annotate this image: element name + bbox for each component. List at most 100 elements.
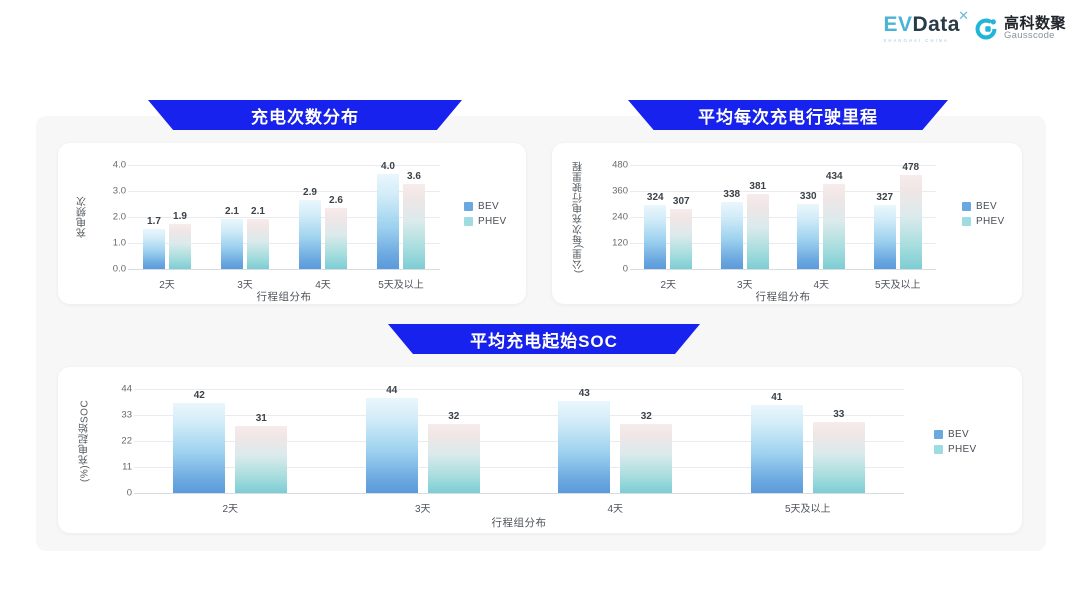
y-axis-tick: 3.0	[112, 185, 126, 197]
bar-phev	[899, 174, 922, 269]
x-axis-label: 行程组分布	[755, 291, 811, 303]
y-axis-tick: 33	[121, 409, 132, 421]
legend-label: BEV	[478, 201, 499, 212]
x-axis-tick: 4天	[607, 504, 624, 515]
gausscode-cn-name: 高科数聚	[1003, 14, 1066, 32]
legend-label: PHEV	[478, 216, 507, 227]
chart-card-avg-mileage: 每次充电行驶里程 (公里) 0 120 240 360 480 324 307 2天 338 381 3…	[552, 143, 1022, 304]
legend-label: BEV	[976, 201, 997, 212]
y-axis-label: 充电起始SOC (%)	[72, 389, 98, 493]
y-axis-label-unit: (%)	[79, 465, 91, 483]
legend-item-phev[interactable]: PHEV	[934, 444, 976, 455]
chart-legend: BEV PHEV	[962, 201, 1004, 227]
legend-item-phev[interactable]: PHEV	[962, 216, 1004, 227]
bar-value-label: 43	[578, 387, 590, 399]
chart-legend: BEV PHEV	[934, 429, 976, 455]
evdata-subtitle: SHANGHAI CHINA	[883, 38, 949, 43]
bar-bev	[221, 219, 243, 269]
bar-value-label: 4.0	[381, 161, 395, 173]
y-axis-tick: 11	[122, 461, 132, 473]
bar-phev	[812, 422, 865, 493]
bar-phev	[247, 219, 269, 269]
bar-value-label: 31	[255, 413, 267, 425]
y-axis-tick: 0.0	[112, 263, 126, 275]
legend-item-bev[interactable]: BEV	[464, 201, 506, 212]
bar-value-label: 307	[672, 195, 690, 207]
gridline	[630, 165, 936, 166]
bar-bev	[644, 205, 667, 269]
bar-value-label: 44	[386, 385, 398, 397]
evdata-data-text: Data	[912, 13, 960, 36]
y-axis-tick: 120	[612, 237, 628, 249]
bar-bev	[143, 228, 165, 269]
bar-phev	[403, 183, 425, 269]
bar-bev	[750, 404, 803, 493]
chart-avg-mileage: 每次充电行驶里程 (公里) 0 120 240 360 480 324 307 2天 338 381 3…	[552, 143, 1022, 304]
bar-value-label: 41	[771, 391, 783, 403]
legend-label: BEV	[948, 429, 969, 440]
chart-title-banner-1: 充电次数分布	[148, 100, 462, 130]
legend-item-bev[interactable]: BEV	[962, 201, 1004, 212]
x-axis-label: 行程组分布	[491, 517, 547, 529]
bar-phev	[620, 424, 673, 493]
bar-value-label: 330	[799, 191, 817, 202]
bar-value-label: 2.1	[225, 206, 239, 218]
y-axis-tick: 1.0	[112, 237, 126, 249]
chart-title-banner-2: 平均每次充电行驶里程	[628, 100, 948, 130]
bar-value-label: 338	[723, 189, 741, 201]
bar-bev	[720, 202, 743, 269]
legend-label: PHEV	[976, 216, 1005, 227]
y-axis-tick: 0	[622, 263, 628, 275]
y-axis-label-unit: (公里)	[573, 244, 585, 274]
bar-value-label: 2.9	[303, 187, 317, 199]
chart-legend: BEV PHEV	[464, 201, 506, 227]
evdata-logo: EVData SHANGHAI CHINA ✕	[883, 8, 969, 43]
bar-value-label: 324	[646, 192, 664, 204]
y-axis-tick: 22	[121, 435, 132, 447]
bar-value-label: 33	[833, 409, 845, 421]
y-axis-tick: 4.0	[112, 159, 126, 171]
evdata-ev-text: EV	[883, 13, 913, 36]
bar-phev	[235, 426, 288, 493]
x-axis-tick: 3天	[237, 280, 253, 291]
bar-phev	[169, 224, 191, 269]
y-axis-tick: 2.0	[112, 211, 126, 223]
x-axis-tick: 2天	[222, 504, 239, 515]
legend-swatch-bev	[464, 202, 473, 211]
gridline	[128, 191, 440, 192]
y-axis-label: 每次充电行驶里程 (公里)	[566, 161, 592, 274]
gausscode-en-name: Gausscode	[1003, 30, 1055, 42]
x-axis-label: 行程组分布	[256, 291, 312, 303]
gausscode-logo: 高科数聚 Gausscode	[974, 14, 1066, 42]
legend-swatch-bev	[962, 202, 971, 211]
y-axis-tick: 360	[612, 185, 628, 197]
bar-value-label: 32	[448, 411, 460, 423]
gridline	[134, 389, 904, 390]
bar-value-label: 42	[193, 389, 205, 401]
gridline	[134, 441, 904, 442]
gridline	[128, 217, 440, 218]
gridline	[134, 467, 904, 468]
chart-title-banner-3: 平均充电起始SOC	[388, 324, 700, 354]
x-axis-tick: 5天及以上	[378, 280, 424, 291]
x-axis-line	[630, 269, 936, 270]
legend-swatch-phev	[464, 217, 473, 226]
legend-item-bev[interactable]: BEV	[934, 429, 976, 440]
bar-phev	[325, 207, 347, 269]
bar-bev	[365, 398, 418, 493]
bar-phev	[670, 208, 693, 269]
bar-bev	[173, 402, 226, 493]
gausscode-mark-icon	[975, 18, 997, 39]
legend-swatch-phev	[934, 445, 943, 454]
bar-bev	[797, 204, 820, 269]
legend-item-phev[interactable]: PHEV	[464, 216, 506, 227]
chart-avg-start-soc: 充电起始SOC (%) 0 11 22 33 44 42 31 2天 44 32 3天 43 32 4天 41 3…	[58, 367, 1022, 533]
legend-label: PHEV	[948, 444, 977, 455]
gridline	[128, 165, 440, 166]
gridline	[128, 243, 440, 244]
bar-bev	[299, 200, 321, 269]
y-axis-label-primary: 充电起始SOC	[79, 399, 91, 466]
y-axis-tick: 44	[121, 383, 132, 395]
bar-bev	[873, 204, 896, 269]
bar-phev	[427, 424, 480, 493]
